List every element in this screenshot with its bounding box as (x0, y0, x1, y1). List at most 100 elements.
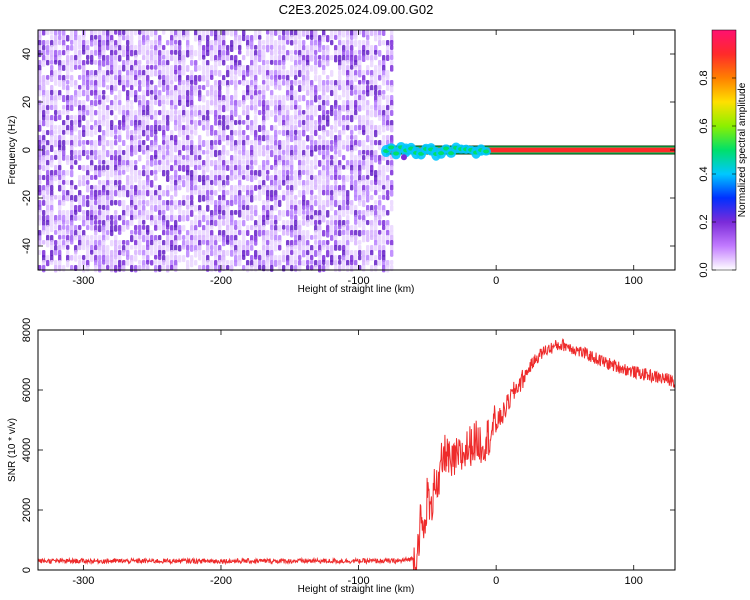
spectrogram-cell (354, 115, 358, 120)
spectrogram-cell (278, 105, 282, 112)
spectrogram-cell (250, 130, 254, 136)
spectrogram-cell (86, 235, 90, 242)
spectrogram-cell (198, 65, 202, 71)
spectrogram-cell (330, 235, 334, 241)
spectrogram-cell (182, 155, 186, 160)
spectrogram-cell (350, 130, 354, 135)
spectrogram-cell (170, 95, 174, 102)
spectrogram-cell (78, 105, 82, 112)
spectrogram-cell (102, 265, 106, 270)
spectrogram-cell (290, 130, 294, 137)
spectrogram-cell (226, 90, 230, 96)
spectrogram-cell (258, 165, 262, 172)
spectrogram-cell (182, 215, 186, 222)
spectrogram-cell (302, 205, 306, 211)
spectrogram-cell (130, 165, 134, 172)
spectrogram-cell (362, 30, 366, 38)
spectrogram-cell (190, 180, 194, 186)
spectrogram-cell (374, 205, 378, 211)
spectrogram-cell (166, 245, 170, 252)
spectrogram-cell (314, 125, 318, 132)
spectrogram-cell (54, 175, 58, 182)
spectrogram-cell (174, 105, 178, 110)
colorbar-tick-label: 0.2 (698, 214, 710, 229)
spectrogram-cell (62, 65, 66, 71)
spectrogram-cell (306, 210, 310, 216)
spectrogram-cell (50, 210, 54, 217)
spectrogram-cell (282, 35, 286, 41)
spectrogram-cell (338, 210, 342, 216)
spectrogram-cell (210, 240, 214, 246)
spectrogram-cell (342, 65, 346, 72)
spectrogram-cell (258, 30, 262, 36)
spectrogram-cell (334, 50, 338, 57)
spectrogram-cell (290, 135, 294, 143)
spectrogram-cell (370, 90, 374, 97)
spectrogram-cell (314, 140, 318, 146)
spectrogram-cell (262, 130, 266, 136)
spectrogram-cell (342, 155, 346, 161)
spectrogram-cell (390, 125, 394, 133)
spectrogram-cell (346, 230, 350, 236)
spectrogram-cell (186, 210, 190, 217)
spectrogram-cell (166, 230, 170, 236)
spectrogram-cell (302, 120, 306, 126)
spectrogram-cell (146, 125, 150, 132)
spectrogram-cell (206, 205, 210, 212)
spectrogram-cell (330, 145, 334, 152)
spectrogram-cell (230, 160, 234, 165)
spectrogram-cell (50, 180, 54, 186)
spectrogram-cell (142, 120, 146, 126)
spectrogram-cell (346, 190, 350, 197)
spectrogram-cell (354, 235, 358, 241)
spectrogram-cell (346, 145, 350, 152)
spectrogram-cell (274, 230, 278, 237)
spectrogram-cell (134, 130, 138, 135)
spectrogram-cell (114, 115, 118, 121)
spectrogram-cell (110, 140, 114, 146)
spectrogram-cell (342, 235, 346, 241)
spectrogram-cell (178, 40, 182, 46)
spectrogram-cell (354, 135, 358, 141)
spectrogram-cell (226, 230, 230, 236)
spectrogram-cell (350, 225, 354, 231)
spectrogram-cell (110, 200, 114, 206)
spectrogram-cell (206, 90, 210, 97)
spectrogram-cell (138, 175, 142, 180)
spectrogram-cell (326, 120, 330, 127)
spectrogram-cell (262, 100, 266, 107)
spectrogram-cell (302, 55, 306, 62)
spectrogram-cell (314, 165, 318, 170)
colorbar-tick-label: 0.0 (698, 262, 710, 277)
spectrogram-cell (70, 185, 74, 190)
spectrogram-cell (258, 40, 262, 47)
spectrogram-cell (374, 130, 378, 138)
spectrogram-cell (322, 150, 326, 157)
spectrogram-cell (258, 150, 262, 157)
spectrogram-cell (338, 85, 342, 91)
spectrogram-cell (302, 50, 306, 57)
spectrogram-cell (166, 135, 170, 142)
spectrogram-cell (390, 250, 394, 257)
spectrogram-cell (150, 170, 154, 176)
y-tick-label: 20 (21, 96, 33, 108)
spectrogram-cell (258, 190, 262, 197)
spectrogram-cell (314, 185, 318, 191)
spectrogram-cell (322, 265, 326, 272)
spectrogram-cell (98, 245, 102, 252)
spectrogram-cell (162, 260, 166, 266)
spectrogram-cell (378, 260, 382, 266)
spectrogram-cell (126, 50, 130, 57)
spectrogram-cell (218, 150, 222, 157)
spectrogram-cell (230, 145, 234, 152)
spectrogram-cell (314, 250, 318, 258)
spectrogram-cell (306, 105, 310, 110)
spectrogram-cell (238, 195, 242, 201)
spectrogram-cell (42, 120, 46, 127)
spectrogram-cell (166, 140, 170, 146)
spectrogram-cell (246, 50, 250, 57)
spectrogram-cell (134, 65, 138, 72)
spectrogram-cell (198, 255, 202, 261)
spectrogram-cell (302, 250, 306, 258)
spectrogram-cell (218, 35, 222, 42)
